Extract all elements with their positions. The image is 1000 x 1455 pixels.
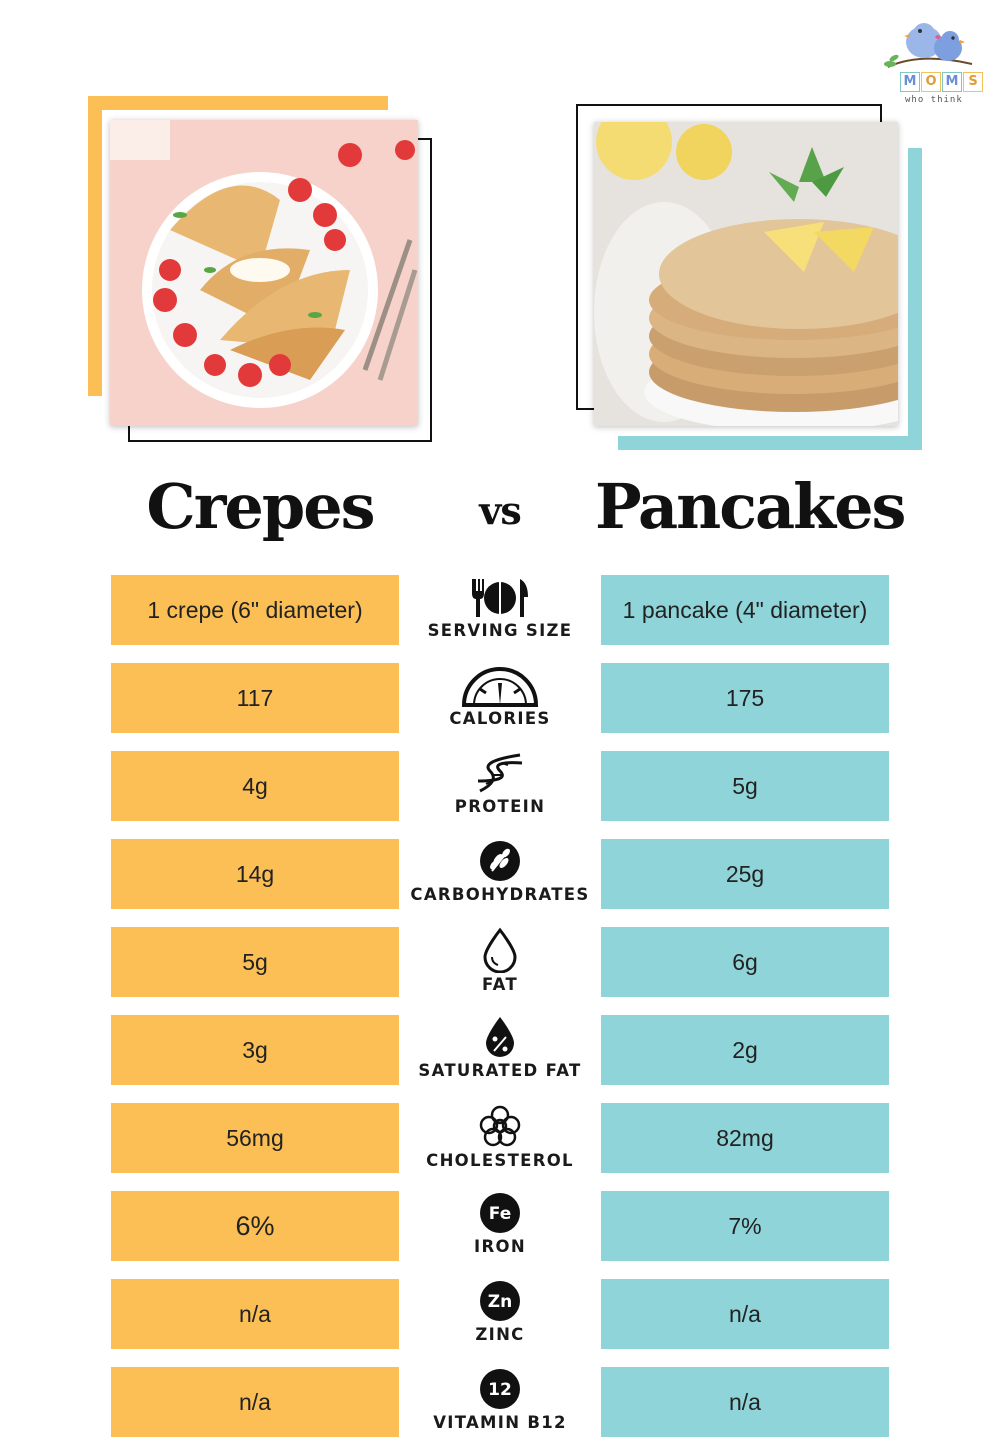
pancakes-photo (594, 122, 898, 426)
saturated-fat-row: 3g SATURATED FAT 2g (0, 1015, 1000, 1085)
crepes-calories: 117 (111, 663, 399, 733)
pancakes-serving-size: 1 pancake (4" diameter) (601, 575, 889, 645)
pancakes-protein: 5g (601, 751, 889, 821)
crepes-vitamin-b12: n/a (111, 1367, 399, 1437)
pancakes-calories: 175 (601, 663, 889, 733)
fat-label: FAT (481, 975, 519, 994)
crepes-protein: 4g (111, 751, 399, 821)
pancakes-zinc: n/a (601, 1279, 889, 1349)
crepes-title: Crepes (146, 470, 375, 543)
protein-row: 4g PROTEIN 5g (0, 751, 1000, 821)
logo-wordmark: M O M S (900, 72, 983, 92)
pancakes-fat: 6g (601, 927, 889, 997)
calories-label: CALORIES (449, 709, 551, 728)
protein-label: PROTEIN (454, 797, 546, 816)
crepes-fat: 5g (111, 927, 399, 997)
iron-label: IRON (474, 1237, 526, 1256)
crepes-carbohydrates: 14g (111, 839, 399, 909)
calories-metric: CALORIES (400, 663, 600, 751)
protein-metric: PROTEIN (400, 751, 600, 839)
logo-letter: M (942, 72, 962, 92)
crepes-photo (110, 120, 418, 426)
zinc-label: ZINC (475, 1325, 525, 1344)
dna-icon (477, 753, 523, 793)
wheat-icon (480, 841, 520, 881)
logo-letter: S (963, 72, 983, 92)
pancakes-vitamin-b12: n/a (601, 1367, 889, 1437)
pancakes-cholesterol: 82mg (601, 1103, 889, 1173)
serving-size-label: SERVING SIZE (427, 621, 573, 640)
calories-row: 117 CALORIES 175 (0, 663, 1000, 733)
carbohydrates-metric: CARBOHYDRATES (400, 839, 600, 927)
pancakes-title: Pancakes (595, 470, 906, 543)
iron-metric: Fe IRON (400, 1191, 600, 1279)
molecule-icon (479, 1105, 521, 1147)
carbohydrates-row: 14g CARBOHYDRATES 25g (0, 839, 1000, 909)
fe-badge-icon: Fe (480, 1193, 520, 1233)
zinc-row: n/a Zn ZINC n/a (0, 1279, 1000, 1349)
b12-badge-icon: 12 (480, 1369, 520, 1409)
fat-metric: FAT (400, 927, 600, 1015)
vs-label: vs (479, 488, 521, 533)
logo-tagline: who think (905, 95, 963, 105)
zn-badge-text: Zn (488, 1292, 512, 1312)
percent-droplet-icon (486, 1017, 514, 1057)
gauge-icon (461, 667, 539, 707)
pancakes-teal-frame (618, 148, 922, 450)
vitamin-b12-row: n/a 12 VITAMIN B12 n/a (0, 1367, 1000, 1437)
zinc-metric: Zn ZINC (400, 1279, 600, 1367)
saturated-fat-label: SATURATED FAT (418, 1061, 582, 1080)
b12-badge-text: 12 (488, 1380, 512, 1400)
cholesterol-metric: CHOLESTEROL (400, 1103, 600, 1191)
serving-size-row: 1 crepe (6" diameter) SERVING SIZE 1 pan… (0, 575, 1000, 645)
crepes-serving-size: 1 crepe (6" diameter) (111, 575, 399, 645)
pancakes-iron: 7% (601, 1191, 889, 1261)
droplet-icon (483, 927, 517, 973)
crepes-zinc: n/a (111, 1279, 399, 1349)
fe-badge-text: Fe (489, 1204, 511, 1224)
vitamin-b12-metric: 12 VITAMIN B12 (400, 1367, 600, 1455)
utensils-plate-icon (472, 579, 528, 617)
pancakes-saturated-fat: 2g (601, 1015, 889, 1085)
carbohydrates-label: CARBOHYDRATES (410, 885, 590, 904)
crepes-yellow-frame (88, 96, 388, 396)
cholesterol-row: 56mg CHOLESTEROL 82mg (0, 1103, 1000, 1173)
zn-badge-icon: Zn (480, 1281, 520, 1321)
logo-letter: M (900, 72, 920, 92)
crepes-iron: 6% (111, 1191, 399, 1261)
serving-size-metric: SERVING SIZE (400, 575, 600, 663)
crepes-saturated-fat: 3g (111, 1015, 399, 1085)
cholesterol-label: CHOLESTEROL (426, 1151, 574, 1170)
saturated-fat-metric: SATURATED FAT (400, 1015, 600, 1103)
moms-who-think-logo (884, 23, 973, 68)
iron-row: 6% Fe IRON 7% (0, 1191, 1000, 1261)
logo-letter: O (921, 72, 941, 92)
fat-row: 5g FAT 6g (0, 927, 1000, 997)
vitamin-b12-label: VITAMIN B12 (433, 1413, 567, 1432)
crepes-cholesterol: 56mg (111, 1103, 399, 1173)
pancakes-carbohydrates: 25g (601, 839, 889, 909)
